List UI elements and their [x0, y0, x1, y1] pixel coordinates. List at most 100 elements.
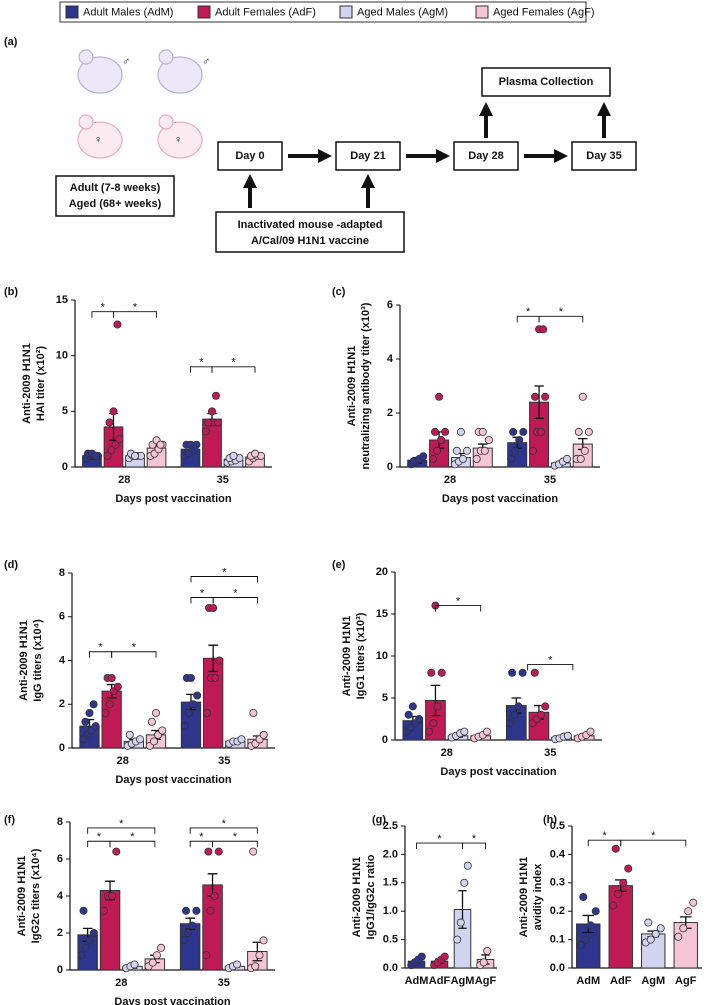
data-point [614, 890, 623, 899]
x-axis-label: Days post vaccination [440, 766, 556, 778]
data-point [624, 864, 633, 873]
data-point [441, 427, 450, 436]
data-point [130, 960, 139, 969]
day-label: Day 28 [468, 150, 503, 162]
data-point [510, 710, 519, 719]
data-point [433, 446, 442, 455]
y-axis-label: neutralizing antibody titer (x10³) [360, 302, 372, 469]
data-point [433, 702, 442, 711]
error-bar [84, 718, 95, 734]
significance-bracket [190, 576, 258, 583]
data-point [437, 668, 446, 677]
y-tick-label: 0.0 [550, 962, 565, 974]
x-tick-label: 28 [117, 755, 129, 767]
data-point [112, 847, 121, 856]
data-point [437, 435, 446, 444]
panel-label: (b) [4, 286, 18, 298]
y-tick-label: 0.5 [383, 934, 398, 946]
panel-label: (g) [372, 814, 386, 826]
bar [99, 889, 121, 971]
data-point [184, 709, 193, 718]
data-point [452, 446, 461, 455]
data-point [480, 446, 489, 455]
day-label: Day 0 [235, 150, 264, 162]
data-point [107, 674, 116, 683]
x-tick-label: AgM [451, 975, 475, 987]
data-point [147, 717, 156, 726]
y-tick-label: 0.2 [550, 905, 565, 917]
data-point [101, 709, 110, 718]
data-point [408, 702, 417, 711]
data-point [453, 935, 462, 944]
data-point [213, 418, 222, 427]
x-tick-label: AgF [475, 975, 497, 987]
diagram: (a) ♂ ♂ ♀ ♀ Adult (7-8 weeks) Aged (68+ … [4, 36, 637, 253]
y-axis-label: IgG1/IgG2c ratio [365, 854, 377, 939]
y-tick-label: 2.0 [383, 848, 398, 860]
significance-bracket [109, 840, 156, 848]
data-point [646, 935, 655, 944]
y-axis-label: Anti-2009 H1N1 [18, 620, 30, 701]
data-point [539, 325, 548, 334]
y-tick-label: 4 [387, 353, 394, 365]
data-point [580, 446, 589, 455]
data-point [211, 391, 220, 400]
data-point [255, 951, 264, 960]
y-tick-label: 0.4 [550, 848, 566, 860]
chart: (d) 0 2 4 6 8 Anti-2009 H1N1 IgG titers (x10⁴) D… [4, 559, 275, 786]
error-bar [207, 873, 218, 897]
data-point [188, 921, 197, 930]
bar [608, 885, 633, 969]
data-point [456, 427, 465, 436]
mouse [77, 49, 203, 94]
collection-box [481, 67, 611, 97]
significance-bracket [462, 842, 486, 850]
data-point [531, 392, 540, 401]
male-symbol: ♂ [202, 56, 210, 68]
data-point [651, 929, 660, 938]
bar [101, 690, 122, 749]
data-point [215, 656, 224, 665]
x-tick-label: 35 [217, 474, 229, 486]
data-point [472, 454, 481, 463]
data-point [509, 427, 518, 436]
data-point [179, 936, 188, 945]
data-point [251, 449, 260, 458]
y-tick-label: 0.1 [550, 934, 565, 946]
data-point [115, 435, 124, 444]
significance-mark: * [132, 642, 137, 654]
data-point [584, 427, 593, 436]
vaccine-label: A/Cal/09 H1N1 vaccine [251, 235, 369, 247]
data-point [478, 427, 487, 436]
data-point [108, 892, 117, 901]
group-label: Aged (68+ weeks) [69, 198, 162, 210]
y-axis-label: Anti-2009 H1N1 [16, 856, 28, 937]
data-point [514, 702, 523, 711]
significance-mark: * [222, 818, 227, 830]
data-point [207, 407, 216, 416]
significance-mark: * [651, 830, 656, 842]
data-point [463, 446, 472, 455]
y-axis-label: Anti-2009 H1N1 [341, 616, 353, 697]
significance-bracket [434, 605, 482, 612]
x-tick-label: 35 [544, 474, 556, 486]
data-point [91, 451, 100, 460]
data-point [81, 717, 90, 726]
data-point [158, 726, 167, 735]
y-tick-label: 0.3 [550, 877, 565, 889]
error-bar [582, 914, 595, 934]
y-tick-label: 4 [57, 890, 64, 902]
significance-mark: * [97, 831, 102, 843]
data-point [482, 727, 491, 736]
y-tick-label: 2 [387, 407, 393, 419]
significance-bracket [189, 827, 258, 834]
data-point [431, 427, 440, 436]
data-point [460, 727, 469, 736]
data-point [81, 943, 90, 952]
data-point [91, 722, 100, 731]
y-tick-label: 5 [62, 405, 68, 417]
data-point [563, 454, 572, 463]
y-axis-label: avidity index [532, 863, 544, 931]
data-point [586, 921, 595, 930]
significance-mark: * [526, 306, 531, 318]
